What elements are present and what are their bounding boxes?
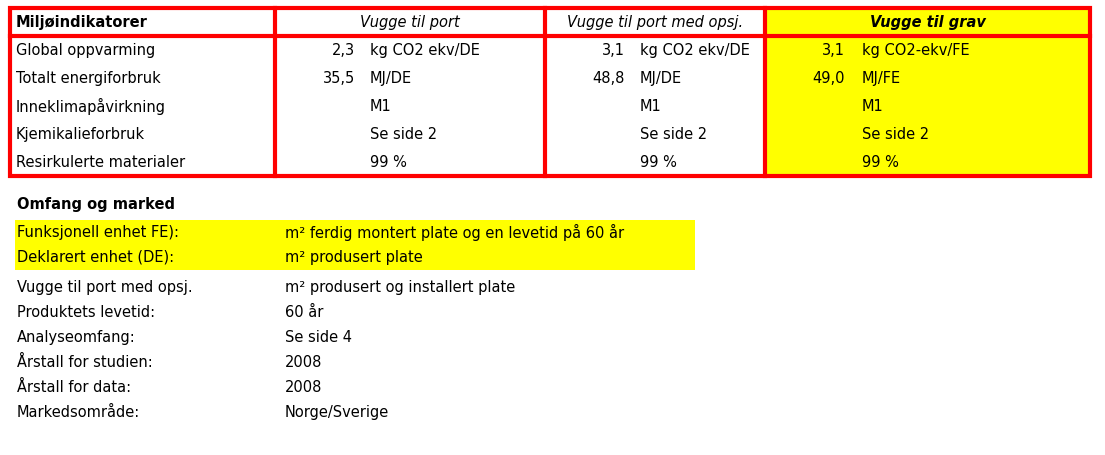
Text: Markedsområde:: Markedsområde: bbox=[17, 405, 140, 420]
Text: 3,1: 3,1 bbox=[602, 43, 625, 58]
Text: Vugge til grav: Vugge til grav bbox=[870, 15, 986, 30]
Text: Se side 4: Se side 4 bbox=[285, 330, 352, 345]
Text: MJ/FE: MJ/FE bbox=[862, 71, 901, 86]
Text: M1: M1 bbox=[370, 99, 392, 114]
Text: Se side 2: Se side 2 bbox=[862, 127, 929, 142]
Text: Se side 2: Se side 2 bbox=[370, 127, 438, 142]
Text: 2008: 2008 bbox=[285, 355, 323, 370]
Text: m² produsert plate: m² produsert plate bbox=[285, 250, 423, 265]
Text: Vugge til port: Vugge til port bbox=[360, 15, 460, 30]
Text: Inneklimapåvirkning: Inneklimapåvirkning bbox=[15, 98, 166, 115]
Text: 60 år: 60 år bbox=[285, 305, 324, 320]
Text: 2,3: 2,3 bbox=[332, 43, 355, 58]
Text: Vugge til port med opsj.: Vugge til port med opsj. bbox=[17, 280, 192, 295]
Text: Analyseomfang:: Analyseomfang: bbox=[17, 330, 136, 345]
Text: Totalt energiforbruk: Totalt energiforbruk bbox=[15, 71, 160, 86]
Text: Funksjonell enhet FE):: Funksjonell enhet FE): bbox=[17, 225, 179, 240]
Text: Miljøindikatorer: Miljøindikatorer bbox=[15, 15, 148, 30]
Text: kg CO2 ekv/DE: kg CO2 ekv/DE bbox=[370, 43, 480, 58]
Text: Årstall for data:: Årstall for data: bbox=[17, 380, 131, 395]
Bar bbox=[765, 8, 1090, 176]
Text: Vugge til port med opsj.: Vugge til port med opsj. bbox=[567, 15, 743, 30]
Text: Kjemikalieforbruk: Kjemikalieforbruk bbox=[15, 127, 145, 142]
Text: Global oppvarming: Global oppvarming bbox=[15, 43, 155, 58]
Text: 48,8: 48,8 bbox=[592, 71, 625, 86]
Text: M1: M1 bbox=[862, 99, 884, 114]
Text: 99 %: 99 % bbox=[370, 155, 407, 170]
Bar bbox=[15, 220, 695, 245]
Text: M1: M1 bbox=[640, 99, 662, 114]
Text: Se side 2: Se side 2 bbox=[640, 127, 707, 142]
Text: Omfang og marked: Omfang og marked bbox=[17, 197, 175, 212]
Text: Produktets levetid:: Produktets levetid: bbox=[17, 305, 155, 320]
Text: MJ/DE: MJ/DE bbox=[640, 71, 682, 86]
Text: 3,1: 3,1 bbox=[822, 43, 845, 58]
Text: 49,0: 49,0 bbox=[812, 71, 845, 86]
Text: 35,5: 35,5 bbox=[323, 71, 355, 86]
Text: m² produsert og installert plate: m² produsert og installert plate bbox=[285, 280, 515, 295]
Text: Årstall for studien:: Årstall for studien: bbox=[17, 355, 152, 370]
Text: Norge/Sverige: Norge/Sverige bbox=[285, 405, 389, 420]
Text: MJ/DE: MJ/DE bbox=[370, 71, 412, 86]
Text: 99 %: 99 % bbox=[640, 155, 677, 170]
Text: 99 %: 99 % bbox=[862, 155, 898, 170]
Text: kg CO2-ekv/FE: kg CO2-ekv/FE bbox=[862, 43, 969, 58]
Text: kg CO2 ekv/DE: kg CO2 ekv/DE bbox=[640, 43, 750, 58]
Text: Deklarert enhet (DE):: Deklarert enhet (DE): bbox=[17, 250, 175, 265]
Text: Resirkulerte materialer: Resirkulerte materialer bbox=[15, 155, 186, 170]
Bar bbox=[15, 245, 695, 270]
Text: 2008: 2008 bbox=[285, 380, 323, 395]
Bar bbox=[10, 8, 1090, 176]
Text: m² ferdig montert plate og en levetid på 60 år: m² ferdig montert plate og en levetid på… bbox=[285, 224, 624, 241]
